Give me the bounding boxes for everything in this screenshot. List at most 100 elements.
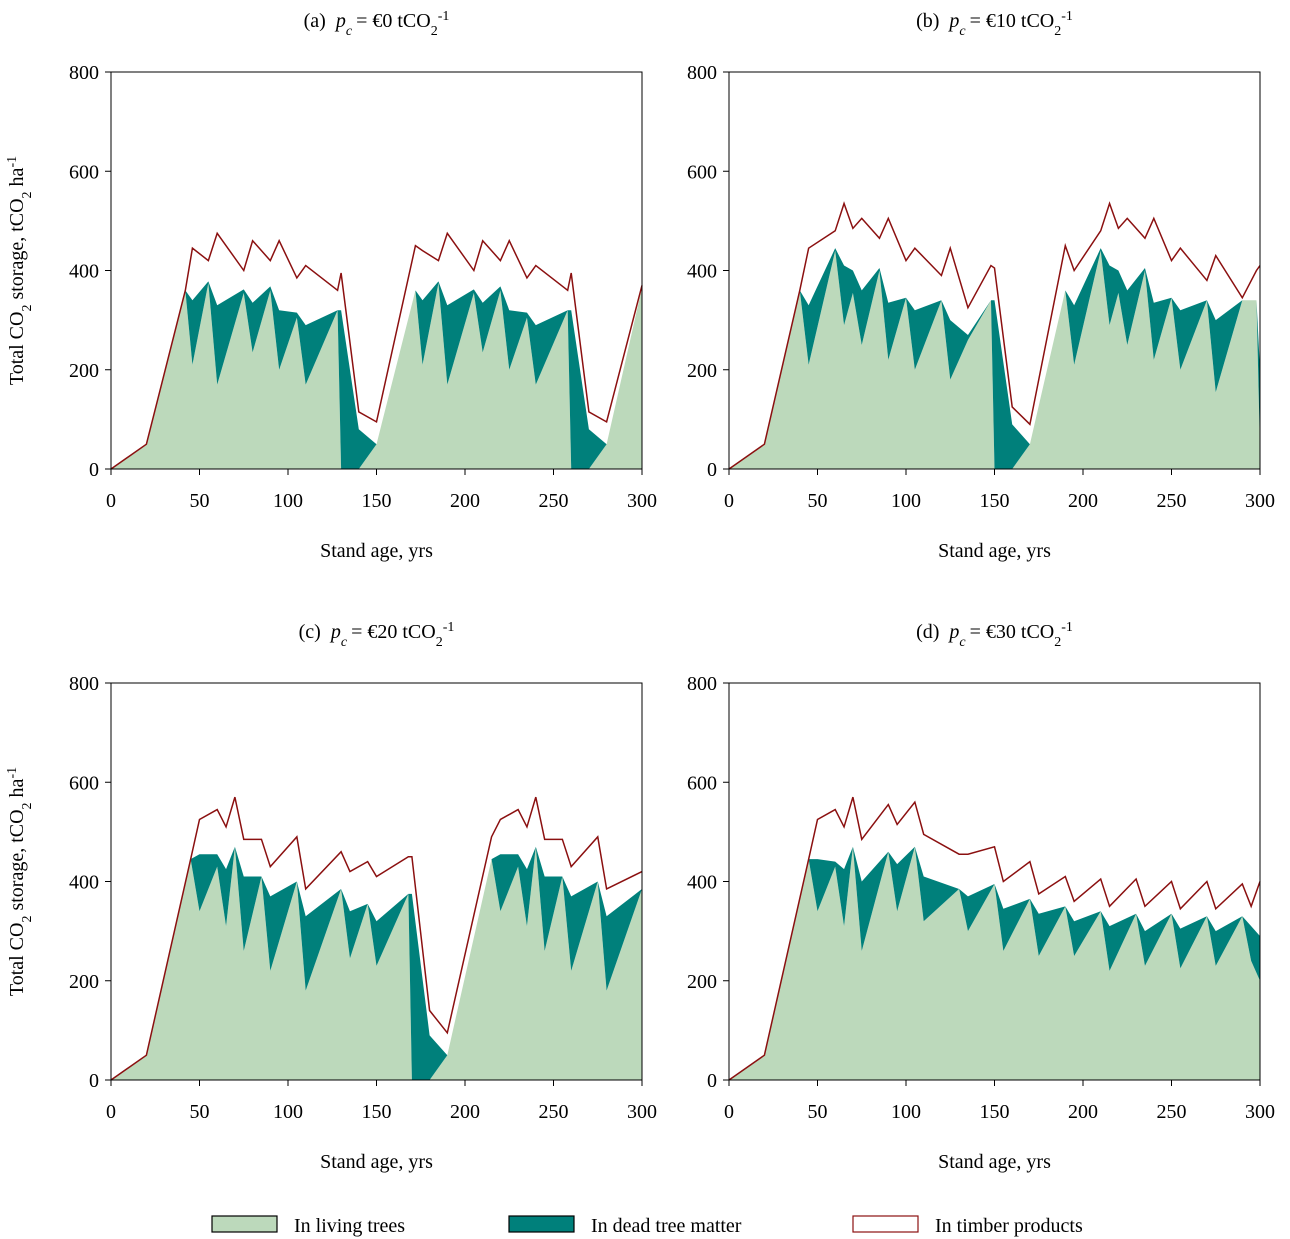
y-tick-label: 800 bbox=[69, 62, 99, 84]
x-tick-label: 0 bbox=[106, 490, 116, 512]
title-symbol-sub: c bbox=[959, 635, 966, 650]
y-tick-label: 400 bbox=[69, 872, 99, 894]
title-sup: -1 bbox=[1061, 9, 1073, 24]
y-tick-label: 0 bbox=[707, 1070, 717, 1092]
x-tick-label: 250 bbox=[1157, 1101, 1187, 1123]
x-axis-label: Stand age, yrs bbox=[938, 1151, 1051, 1173]
x-tick-label: 300 bbox=[1245, 490, 1275, 512]
x-tick-label: 150 bbox=[362, 1101, 392, 1123]
x-tick-label: 200 bbox=[450, 490, 480, 512]
y-tick-label: 0 bbox=[89, 459, 99, 481]
title-symbol: p bbox=[947, 621, 959, 643]
panel-title: (d) pc = €30 tCO2-1 bbox=[916, 620, 1073, 650]
title-symbol-sub: c bbox=[959, 24, 966, 39]
x-tick-label: 200 bbox=[1068, 490, 1098, 512]
legend-label: In timber products bbox=[935, 1215, 1083, 1237]
y-tick-label: 400 bbox=[687, 872, 717, 894]
x-tick-label: 50 bbox=[808, 490, 828, 512]
y-label-part: Total CO bbox=[6, 312, 28, 386]
x-tick-label: 150 bbox=[980, 1101, 1010, 1123]
area-dead bbox=[729, 248, 1260, 469]
y-label-part: ha bbox=[6, 778, 28, 802]
legend-swatch bbox=[852, 1215, 919, 1233]
panel-title: (c) pc = €20 tCO2-1 bbox=[299, 620, 455, 650]
x-tick-label: 150 bbox=[980, 490, 1010, 512]
y-label-part: storage, tCO bbox=[6, 809, 28, 915]
y-label-part: 2 bbox=[20, 802, 35, 809]
title-sup: -1 bbox=[438, 9, 450, 24]
title-text: = €30 tCO bbox=[970, 621, 1055, 643]
y-tick-label: 200 bbox=[69, 971, 99, 993]
title-text: = €20 tCO bbox=[351, 621, 436, 643]
title-symbol-sub: c bbox=[341, 635, 348, 650]
area-dead bbox=[729, 846, 1260, 1080]
title-symbol: p bbox=[334, 10, 346, 32]
title-symbol: p bbox=[329, 621, 341, 643]
line-timber bbox=[728, 201, 1261, 470]
x-tick-label: 50 bbox=[190, 1101, 210, 1123]
x-tick-label: 150 bbox=[362, 490, 392, 512]
line-timber bbox=[110, 231, 643, 470]
y-label-part: Total CO bbox=[6, 923, 28, 997]
y-tick-label: 400 bbox=[69, 261, 99, 283]
x-tick-label: 0 bbox=[724, 490, 734, 512]
legend-label: In dead tree matter bbox=[591, 1215, 742, 1237]
title-sub: 2 bbox=[1054, 635, 1061, 650]
panel-title: (a) pc = €0 tCO2-1 bbox=[304, 9, 450, 39]
x-tick-label: 100 bbox=[273, 1101, 303, 1123]
y-tick-label: 0 bbox=[89, 1070, 99, 1092]
x-tick-label: 200 bbox=[1068, 1101, 1098, 1123]
x-tick-label: 100 bbox=[891, 1101, 921, 1123]
y-tick-label: 800 bbox=[687, 673, 717, 695]
title-sub: 2 bbox=[436, 635, 443, 650]
x-axis-label: Stand age, yrs bbox=[320, 1151, 433, 1173]
area-living bbox=[729, 250, 1260, 469]
legend-swatch bbox=[508, 1215, 575, 1233]
title-label: (c) bbox=[299, 621, 321, 643]
panel-title: (b) pc = €10 tCO2-1 bbox=[916, 9, 1073, 39]
y-tick-label: 800 bbox=[69, 673, 99, 695]
x-tick-label: 250 bbox=[1157, 490, 1187, 512]
title-label: (a) bbox=[304, 10, 326, 32]
x-tick-label: 250 bbox=[539, 1101, 569, 1123]
x-tick-label: 200 bbox=[450, 1101, 480, 1123]
x-tick-label: 0 bbox=[106, 1101, 116, 1123]
x-tick-label: 300 bbox=[627, 1101, 657, 1123]
x-tick-label: 50 bbox=[808, 1101, 828, 1123]
y-tick-label: 200 bbox=[687, 360, 717, 382]
x-tick-label: 250 bbox=[539, 490, 569, 512]
legend-swatch bbox=[211, 1215, 278, 1233]
y-label-part: ha bbox=[6, 167, 28, 191]
y-tick-label: 600 bbox=[69, 161, 99, 183]
y-label-part: -1 bbox=[5, 156, 20, 168]
title-symbol: p bbox=[947, 10, 959, 32]
area-living bbox=[111, 846, 642, 1080]
y-tick-label: 200 bbox=[687, 971, 717, 993]
title-sub: 2 bbox=[1054, 24, 1061, 39]
title-symbol-sub: c bbox=[346, 24, 353, 39]
title-sup: -1 bbox=[443, 620, 455, 635]
x-tick-label: 300 bbox=[627, 490, 657, 512]
area-dead bbox=[111, 281, 642, 469]
y-axis-label: Total CO2 storage, tCO2 ha-1 bbox=[5, 767, 35, 996]
title-text: = €0 tCO bbox=[356, 10, 431, 32]
y-axis-label: Total CO2 storage, tCO2 ha-1 bbox=[5, 156, 35, 385]
y-label-part: 2 bbox=[20, 305, 35, 312]
x-axis-label: Stand age, yrs bbox=[938, 540, 1051, 562]
x-tick-label: 0 bbox=[724, 1101, 734, 1123]
x-tick-label: 300 bbox=[1245, 1101, 1275, 1123]
title-text: = €10 tCO bbox=[970, 10, 1055, 32]
y-label-part: 2 bbox=[20, 191, 35, 198]
legend-label: In living trees bbox=[294, 1215, 405, 1237]
line-timber bbox=[728, 796, 1261, 1081]
area-dead bbox=[111, 846, 642, 1080]
y-tick-label: 600 bbox=[687, 161, 717, 183]
y-tick-label: 0 bbox=[707, 459, 717, 481]
x-tick-label: 100 bbox=[273, 490, 303, 512]
y-label-part: -1 bbox=[5, 767, 20, 779]
line-timber bbox=[110, 796, 643, 1081]
title-label: (d) bbox=[916, 621, 939, 643]
title-label: (b) bbox=[916, 10, 939, 32]
title-sup: -1 bbox=[1061, 620, 1073, 635]
y-label-part: 2 bbox=[20, 916, 35, 923]
